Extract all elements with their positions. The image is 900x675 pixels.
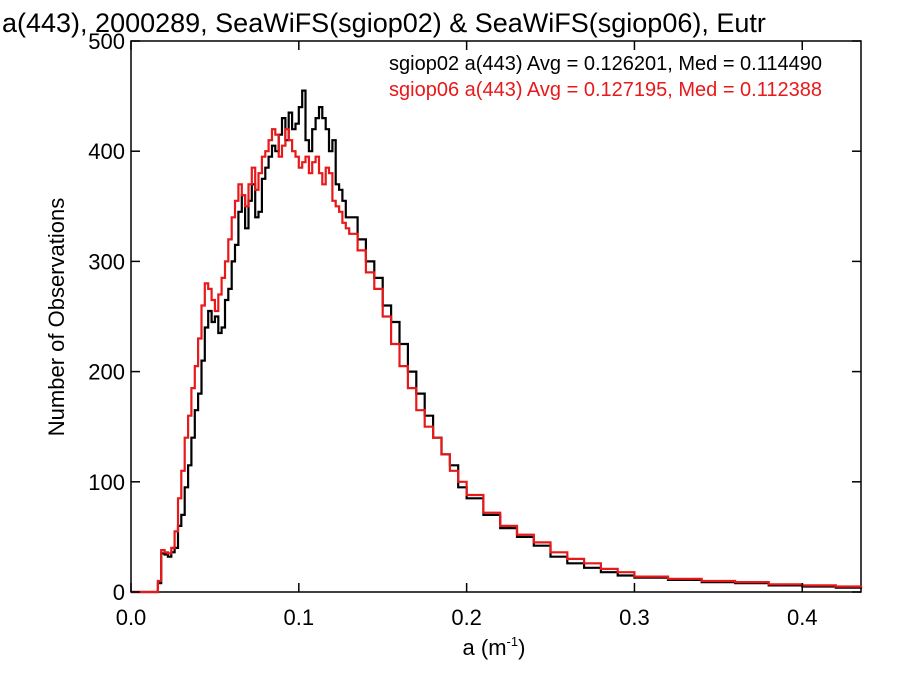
y-tick-label: 200 (88, 360, 125, 385)
y-tick-label: 300 (88, 249, 125, 274)
chart-title: a(443), 2000289, SeaWiFS(sgiop02) & SeaW… (2, 8, 766, 38)
x-tick-label: 0.1 (284, 605, 315, 630)
series-line-sgiop02 (131, 89, 863, 594)
series-line-sgiop06 (131, 128, 863, 594)
x-tick-label: 0.3 (619, 605, 650, 630)
x-axis-label-close: ) (518, 635, 525, 660)
legend-entry-sgiop02: sgiop02 a(443) Avg = 0.126201, Med = 0.1… (389, 53, 822, 75)
y-tick-label: 500 (88, 29, 125, 54)
y-tick-label: 100 (88, 470, 125, 495)
x-axis-label-base: a (m (463, 635, 507, 660)
x-axis-label: a (m-1) (463, 634, 526, 660)
y-tick-label: 400 (88, 139, 125, 164)
y-tick-label: 0 (113, 580, 125, 605)
x-tick-label: 0.2 (451, 605, 482, 630)
legend-entry-sgiop06: sgiop06 a(443) Avg = 0.127195, Med = 0.1… (389, 79, 822, 101)
x-axis-label-exponent: -1 (507, 634, 519, 649)
plot-frame (130, 40, 862, 593)
x-tick-label: 0.0 (116, 605, 147, 630)
x-tick-label: 0.4 (787, 605, 818, 630)
y-axis-label: Number of Observations (44, 198, 69, 436)
